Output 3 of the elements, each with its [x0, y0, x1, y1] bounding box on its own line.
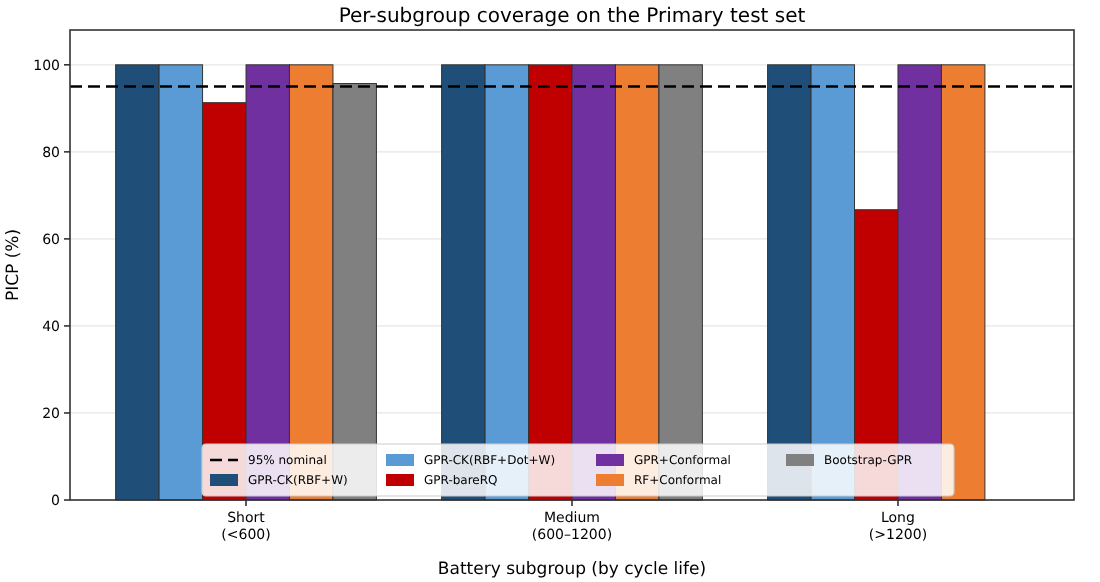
chart-title: Per-subgroup coverage on the Primary test set	[338, 6, 806, 28]
y-axis-title: PICP (%)	[4, 228, 24, 302]
x-axis-title: Battery subgroup (by cycle life)	[437, 560, 707, 580]
